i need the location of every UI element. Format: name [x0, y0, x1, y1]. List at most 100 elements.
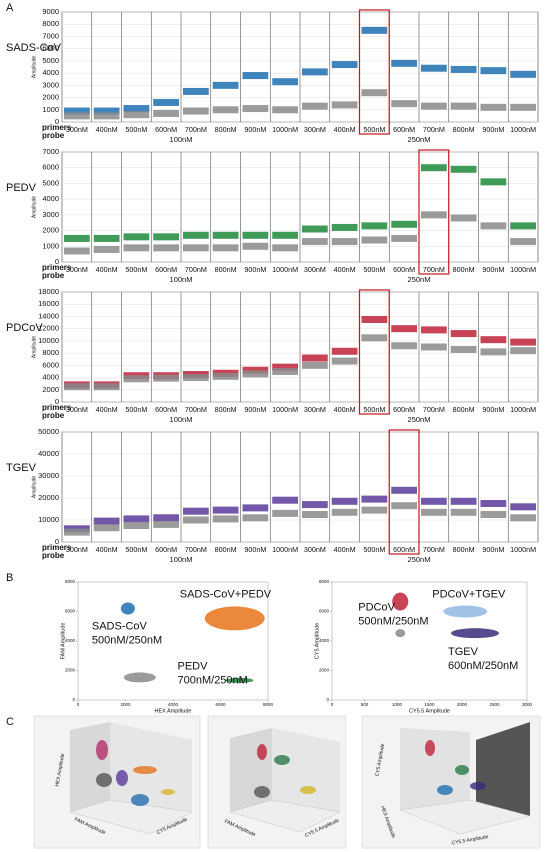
highlight-box — [418, 149, 450, 275]
y-tick-label: 2000 — [42, 385, 59, 394]
droplet-band — [331, 101, 358, 109]
x-tick-label: 300nM — [66, 545, 88, 554]
droplet-band — [123, 105, 150, 113]
droplet-band — [480, 511, 507, 518]
plot-area — [331, 581, 528, 701]
cluster — [470, 782, 486, 790]
x-tick-label: 500nM — [125, 405, 147, 414]
x-tick-label: 600nM — [155, 125, 177, 134]
x-tick-label: 500nM — [363, 265, 385, 274]
droplet-band — [510, 514, 536, 522]
droplet-band — [450, 330, 477, 338]
x-tick-label: 900nM — [244, 265, 266, 274]
cluster — [437, 785, 453, 795]
y-tick-label: 12000 — [38, 324, 59, 333]
droplet-band — [302, 511, 328, 518]
droplet-band — [331, 61, 358, 69]
droplet-band — [123, 515, 150, 523]
x-tick-label: 400nM — [96, 545, 118, 554]
droplet-band — [212, 244, 239, 252]
cluster — [274, 755, 290, 765]
wall — [272, 728, 340, 812]
droplet-band — [421, 211, 447, 219]
highlight-box — [358, 289, 390, 415]
cluster-concentration: 600nM/250nM — [448, 660, 518, 672]
droplet-band — [480, 336, 507, 344]
droplet-band — [510, 338, 536, 346]
y-axis-label: Amplitude — [31, 56, 37, 78]
droplet-band — [272, 363, 298, 371]
cluster — [425, 740, 435, 756]
x-tick-label: 1000nM — [272, 265, 298, 274]
y-tick-label: 2000 — [65, 668, 76, 673]
x-tick-label: 500nM — [363, 125, 385, 134]
droplet-band — [153, 233, 179, 241]
axis-label: HEX Amplitude — [54, 753, 66, 787]
cluster-label: TGEV — [448, 646, 479, 658]
x-tick-label: 300nM — [304, 545, 326, 554]
x-tick-label: 800nM — [215, 265, 237, 274]
wall — [230, 728, 272, 812]
droplet-band — [302, 68, 328, 76]
droplet-band — [153, 109, 179, 117]
droplet-band — [510, 347, 536, 355]
droplet-cluster — [395, 629, 406, 638]
y-tick-label: 10000 — [38, 336, 59, 345]
x-tick-label: 1500 — [424, 702, 435, 707]
y-tick-label: 20000 — [38, 493, 59, 502]
group-label: 250nM — [408, 415, 431, 424]
group-label: 100nM — [170, 415, 193, 424]
droplet-band — [123, 375, 150, 383]
droplet-band — [391, 486, 417, 494]
droplet-band — [450, 345, 477, 353]
droplet-band — [242, 504, 269, 512]
y-tick-label: 3000 — [42, 210, 59, 219]
droplet-band — [212, 372, 239, 380]
droplet-band — [153, 374, 179, 382]
droplet-band — [242, 242, 269, 250]
x-tick-label: 800nM — [453, 125, 475, 134]
droplet-band — [93, 107, 120, 115]
x-tick-label: 400nM — [334, 545, 356, 554]
panel-c-plot: CY5 Amplitude HEX Amplitude CY5.5 Amplit… — [361, 715, 541, 849]
floor — [69, 799, 193, 835]
y-tick-label: 0 — [55, 257, 59, 266]
droplet-band — [391, 502, 417, 510]
droplet-band — [510, 238, 536, 246]
highlight-box — [388, 429, 420, 555]
group-label: 100nM — [170, 275, 193, 284]
y-axis-label: FAM Amplitude — [60, 623, 66, 660]
y-tick-label: 8000 — [319, 579, 330, 584]
y-tick-label: 7000 — [42, 31, 59, 40]
droplet-band — [153, 514, 179, 522]
droplet-band — [272, 78, 298, 86]
x-tick-label: 900nM — [244, 405, 266, 414]
x-tick-label: 1000nM — [272, 545, 298, 554]
y-tick-label: 2000 — [42, 93, 59, 102]
x-tick-label: 4000 — [168, 702, 179, 707]
row-label: primers — [42, 543, 72, 552]
x-tick-label: 700nM — [185, 265, 207, 274]
droplet-band — [361, 334, 388, 342]
droplet-band — [421, 164, 447, 172]
x-tick-label: 6000 — [215, 702, 226, 707]
droplet-band — [302, 501, 328, 509]
droplet-cluster — [120, 602, 135, 615]
cluster — [257, 744, 267, 760]
y-axis-label: Amplitude — [31, 476, 37, 498]
droplet-band — [450, 214, 477, 222]
y-tick-label: 4000 — [42, 194, 59, 203]
x-tick-label: 300nM — [304, 405, 326, 414]
row-label: primers — [42, 123, 72, 132]
x-tick-label: 700nM — [185, 125, 207, 134]
y-tick-label: 8000 — [65, 579, 76, 584]
droplet-band — [242, 514, 269, 522]
x-tick-label: 0 — [331, 702, 334, 707]
x-tick-label: 500nM — [125, 125, 147, 134]
droplet-band — [391, 325, 417, 333]
droplet-band — [302, 225, 328, 233]
droplet-band — [510, 503, 536, 511]
x-tick-label: 1000 — [392, 702, 403, 707]
cluster — [96, 773, 112, 787]
